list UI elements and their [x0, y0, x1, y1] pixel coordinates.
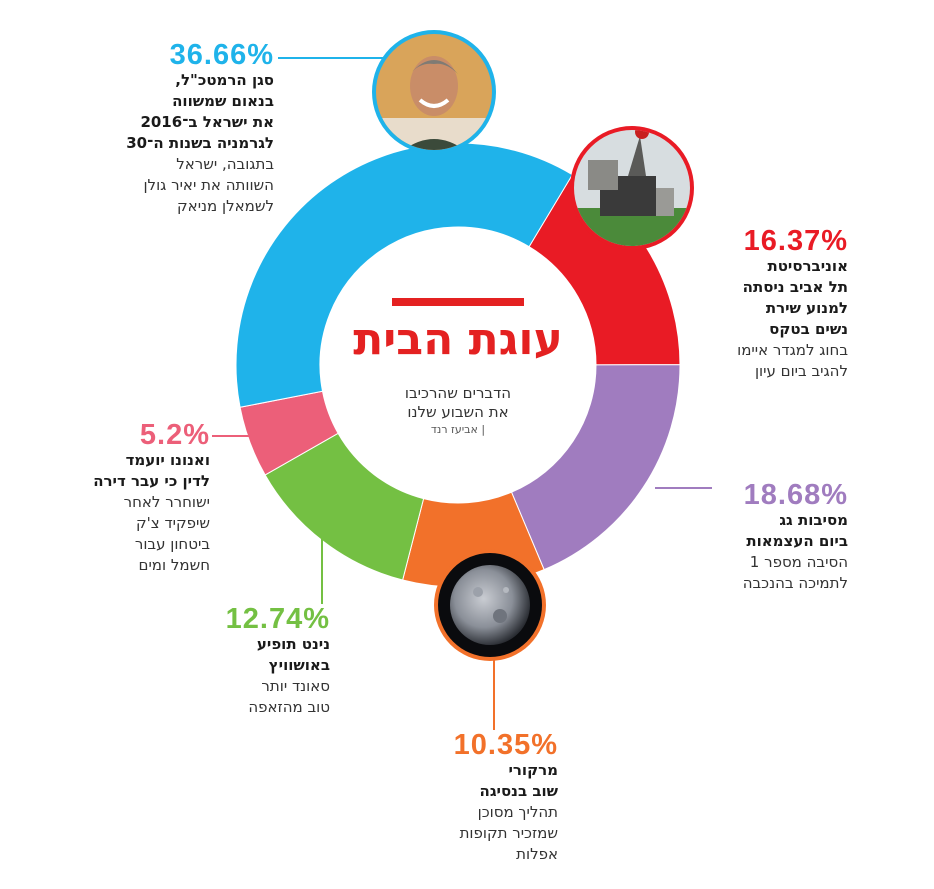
callout-orange-sub-2: שמזכיר תקופות — [459, 824, 558, 842]
callout-pink: 5.2% ואנונו יועמד לדין כי עבר דירה ישוחר… — [10, 420, 210, 576]
callout-purple: 18.68% מסיבות גג ביום העצמאות הסיבה מספר… — [628, 480, 848, 594]
center-title-block: עוגת הבית הדברים שהרכיבו את השבוע שלנו |… — [340, 298, 576, 438]
callout-purple-sub-2: לתמיכה בהנכבה — [742, 574, 848, 592]
callout-red: 16.37% אוניברסיטת תל אביב ניסתה למנוע שי… — [628, 226, 848, 382]
callout-blue-head-1: סגן הרמטכ"ל, — [175, 71, 274, 89]
author-credit: | אביעז רנד — [430, 423, 486, 436]
portrait-photo — [372, 30, 496, 154]
callout-green-head-1: נינט תופיע — [256, 635, 330, 653]
callout-red-head-2: תל אביב ניסתה — [742, 278, 848, 296]
callout-green-head-2: באושוויץ — [268, 656, 330, 674]
callout-orange-sub-3: אפלות — [516, 845, 558, 863]
callout-pink-sub-2: שיפקיד צ'ק — [136, 514, 210, 532]
callout-red-percent: 16.37% — [743, 225, 848, 257]
callout-green: 12.74% נינט תופיע באושוויץ סאונד יותר טו… — [130, 604, 330, 718]
callout-red-head-1: אוניברסיטת — [767, 257, 848, 275]
callout-orange-head-2: שוב בנסיגה — [479, 782, 558, 800]
donut-hole — [320, 227, 596, 503]
callout-red-sub-1: בחוג למגדר איימו — [737, 341, 848, 359]
callout-blue-head-4: לגרמניה בשנות ה־30 — [126, 134, 274, 152]
callout-blue-head-2: בנאום שמשווה — [172, 92, 274, 110]
callout-pink-sub-1: ישוחרר לאחר — [123, 493, 210, 511]
chart-title: עוגת הבית — [353, 314, 563, 365]
callout-blue-sub-2: השוותה את יאיר גולן — [143, 176, 274, 194]
callout-purple-percent: 18.68% — [743, 479, 848, 511]
callout-pink-head-2: לדין כי עבר דירה — [93, 472, 210, 490]
callout-green-percent: 12.74% — [225, 603, 330, 635]
callout-blue: 36.66% סגן הרמטכ"ל, בנאום שמשווה את ישרא… — [34, 40, 274, 217]
callout-blue-sub-1: בתגובה, ישראל — [176, 155, 274, 173]
donut-slices — [235, 142, 681, 588]
chart-subtitle-line-2: את השבוע שלנו — [407, 403, 509, 421]
callout-blue-sub-3: לשמאלן מניאק — [177, 197, 274, 215]
callout-orange-percent: 10.35% — [453, 729, 558, 761]
callout-pink-sub-3: ביטחון עבור — [134, 535, 210, 553]
callout-orange: 10.35% מרקורי שוב בנסיגה תהליך מסוכן שמז… — [358, 730, 558, 865]
callout-blue-head-3: את ישראל ב־2016 — [140, 113, 274, 131]
callout-purple-sub-1: הסיבה מספר 1 — [749, 553, 848, 571]
callout-green-sub-1: סאונד יותר — [261, 677, 330, 695]
leader-lines — [212, 57, 712, 730]
callout-red-head-4: נשים בטקס — [769, 320, 848, 338]
callout-blue-percent: 36.66% — [169, 39, 274, 71]
title-bar — [392, 298, 524, 306]
callout-red-sub-2: להגיב ביום עיון — [754, 362, 848, 380]
callout-pink-head-1: ואנונו יועמד — [125, 451, 210, 469]
chart-subtitle-line-1: הדברים שהרכיבו — [404, 384, 512, 402]
callout-purple-head-2: ביום העצמאות — [746, 532, 848, 550]
callout-purple-head-1: מסיבות גג — [779, 511, 848, 529]
callout-green-sub-2: טוב מהזאפה — [248, 698, 330, 716]
mercury-photo — [434, 549, 546, 661]
callout-pink-sub-4: חשמל ומים — [138, 556, 211, 574]
callout-red-head-3: למנוע שירת — [765, 299, 848, 317]
callout-orange-sub-1: תהליך מסוכן — [477, 803, 558, 821]
callout-pink-percent: 5.2% — [139, 419, 210, 451]
callout-orange-head-1: מרקורי — [508, 761, 558, 779]
sculpture-photo — [570, 126, 694, 250]
